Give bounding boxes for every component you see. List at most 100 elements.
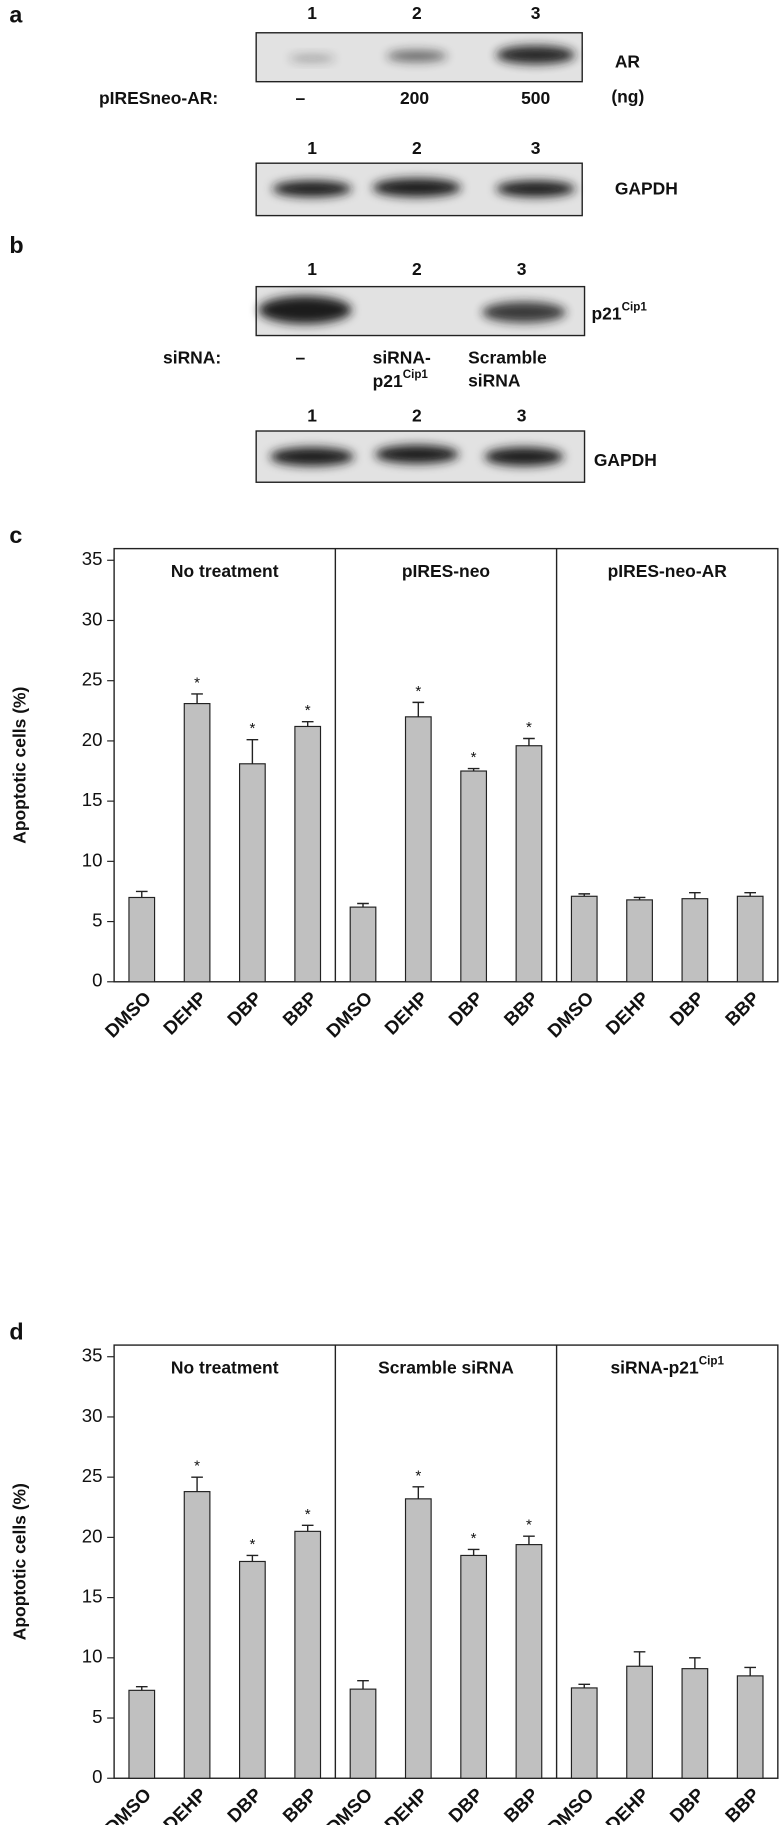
significance-marker: * (415, 1467, 421, 1484)
lane-number: 1 (307, 406, 317, 426)
bar (736, 1675, 764, 1779)
y-tick-label: 30 (82, 608, 103, 629)
error-bar (578, 893, 591, 897)
lane-number: 2 (412, 406, 422, 426)
y-axis-label: Apoptotic cells (%) (10, 687, 30, 844)
significance-marker: * (415, 683, 421, 700)
x-tick-label: DEHP (380, 1784, 431, 1825)
error-bar (689, 1657, 701, 1669)
blot-label: GAPDH (615, 179, 678, 199)
bar (349, 1688, 377, 1779)
y-tick-label: 25 (82, 669, 103, 690)
band (386, 50, 448, 62)
error-bar (412, 1486, 425, 1499)
band (484, 447, 564, 466)
group-title: siRNA-p21Cip1 (610, 1354, 724, 1377)
error-bar (357, 902, 369, 908)
lane-number: 3 (531, 3, 541, 23)
blot-label-sup: Cip1 (622, 301, 648, 314)
group-title: pIRES-neo (402, 561, 490, 581)
group-title-main: pIRES-neo (402, 561, 490, 581)
blot-label-main: p21 (592, 303, 622, 323)
x-tick-label: DEHP (601, 1784, 652, 1825)
significance-marker: * (471, 749, 477, 766)
x-tick-label: BBP (721, 987, 764, 1030)
group-title-main: No treatment (171, 1357, 279, 1377)
bar (294, 1530, 322, 1779)
error-bar (523, 737, 535, 746)
x-tick-label: DMSO (543, 1784, 597, 1825)
significance-marker: * (305, 1506, 311, 1523)
bar (570, 1687, 598, 1779)
group-title-sup: Cip1 (699, 1354, 725, 1367)
bar (294, 725, 322, 983)
x-tick-label: DMSO (101, 987, 155, 1041)
panel-letter: c (9, 522, 22, 548)
error-bar (744, 1666, 757, 1676)
bar (515, 745, 543, 983)
lane-number: 1 (307, 138, 317, 158)
group-title-main: siRNA-p21 (610, 1357, 699, 1377)
significance-marker: * (249, 720, 255, 737)
bar (404, 1498, 432, 1779)
treatment: Scramble (468, 347, 547, 367)
treatment: siRNA- (373, 347, 431, 367)
x-tick-label: DBP (223, 1784, 266, 1825)
panel-letter: d (9, 1319, 23, 1345)
x-tick-label: DBP (444, 987, 487, 1030)
y-tick-label: 5 (92, 1706, 102, 1727)
band (288, 54, 336, 62)
x-tick-label: DBP (666, 987, 709, 1030)
x-tick-label: DMSO (543, 987, 597, 1041)
bar (128, 1689, 156, 1779)
x-tick-label: DEHP (159, 987, 210, 1038)
x-tick-label: DEHP (601, 987, 652, 1038)
dose: – (296, 88, 306, 108)
bar (183, 702, 211, 983)
unit: (ng) (611, 87, 644, 107)
blot-label: GAPDH (594, 450, 657, 470)
treatment-sup: Cip1 (403, 368, 429, 381)
group-title: No treatment (171, 1357, 279, 1377)
y-tick-label: 0 (92, 1766, 102, 1787)
x-tick-label: DMSO (322, 987, 376, 1041)
treatment-label: siRNA: (163, 347, 221, 367)
y-tick-label: 20 (82, 1525, 103, 1546)
lane-number: 2 (412, 259, 422, 279)
x-tick-label: DEHP (159, 1784, 210, 1825)
band (496, 45, 576, 65)
lane-number: 3 (517, 259, 527, 279)
y-tick-label: 30 (82, 1405, 103, 1426)
plot-frame (113, 547, 779, 983)
bar (128, 896, 156, 983)
band (272, 180, 352, 197)
y-tick-label: 10 (82, 1646, 103, 1667)
y-tick-label: 20 (82, 729, 103, 750)
error-bar (689, 891, 701, 899)
bar (626, 899, 653, 983)
bar (460, 770, 488, 983)
error-bar (633, 896, 646, 900)
bar (681, 1668, 709, 1779)
bar (238, 1560, 266, 1779)
significance-marker: * (305, 702, 311, 719)
error-bar (578, 1683, 591, 1688)
error-bar (633, 1651, 646, 1667)
significance-marker: * (194, 1458, 200, 1475)
blot-label: p21Cip1 (592, 301, 648, 324)
y-tick-label: 25 (82, 1465, 103, 1486)
x-tick-label: BBP (278, 1784, 321, 1825)
x-tick-label: BBP (500, 1784, 543, 1825)
bar (183, 1491, 211, 1779)
significance-marker: * (526, 1517, 532, 1534)
error-bar (246, 739, 259, 764)
lane-number: 1 (307, 259, 317, 279)
lane-number: 2 (412, 138, 422, 158)
error-bar (191, 1476, 203, 1492)
lane-number: 3 (531, 138, 541, 158)
bar (404, 716, 432, 983)
error-bar (135, 1686, 148, 1691)
error-bar (467, 767, 480, 772)
bar (515, 1544, 543, 1779)
